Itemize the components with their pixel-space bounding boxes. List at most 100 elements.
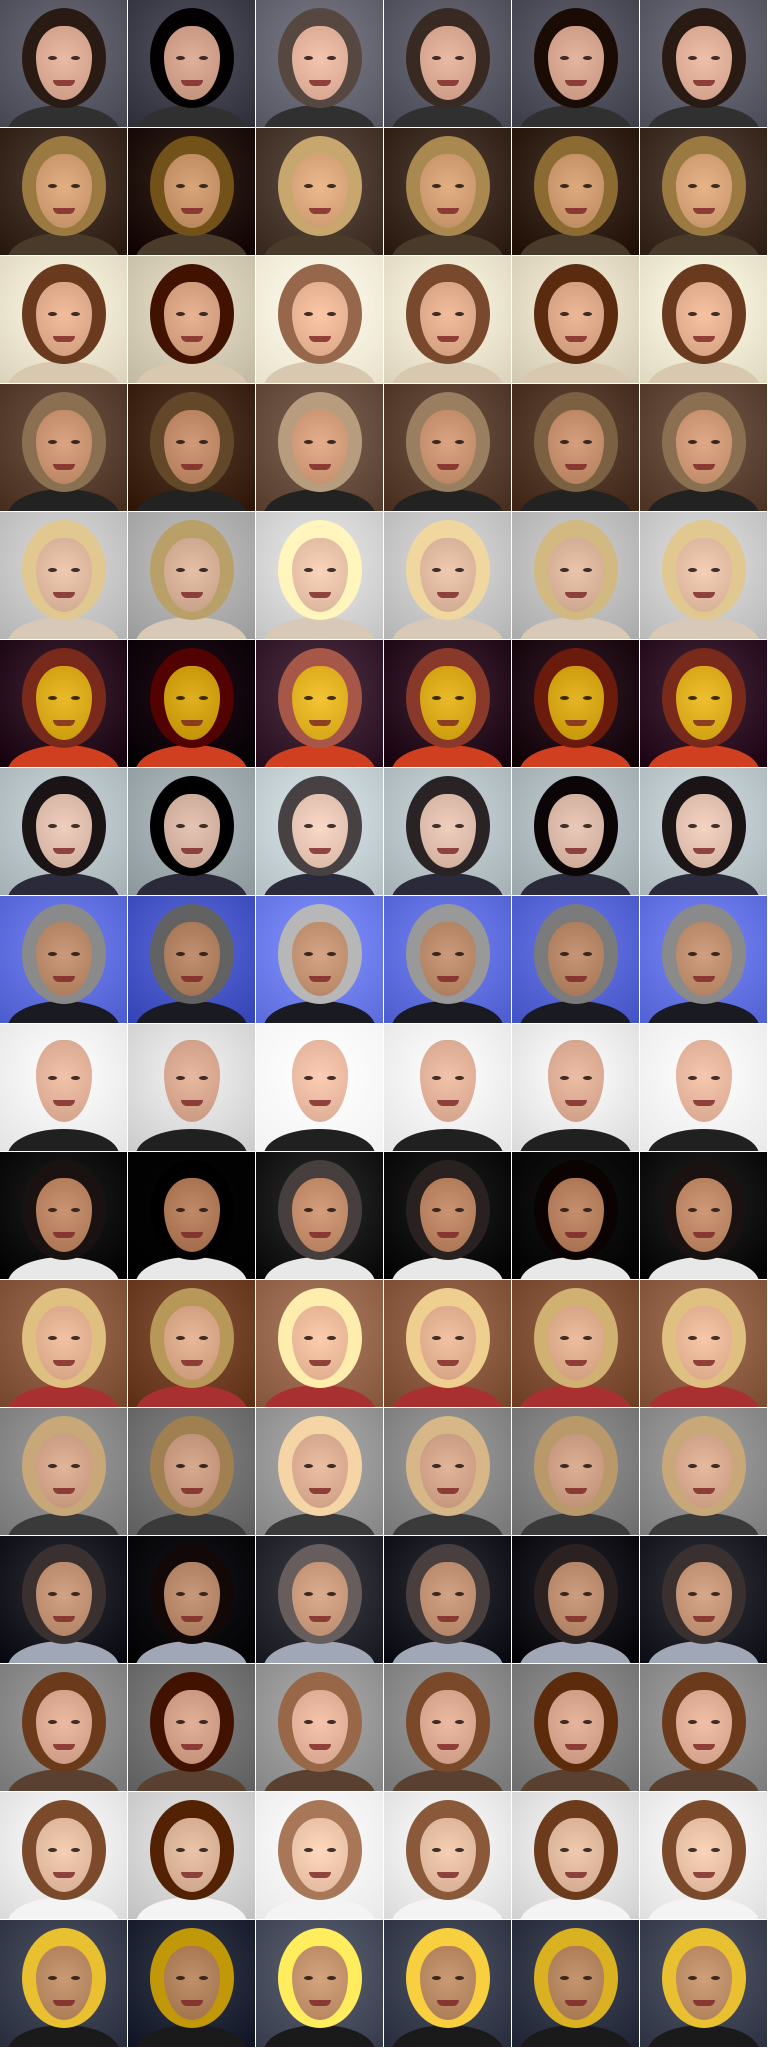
mouth	[693, 592, 715, 598]
shoulders	[392, 1385, 503, 1407]
face	[420, 1562, 476, 1636]
face-tile	[256, 1280, 384, 1408]
face	[676, 1178, 732, 1252]
mouth	[437, 1616, 459, 1622]
mouth	[693, 80, 715, 86]
face-tile	[128, 512, 256, 640]
mouth	[565, 976, 587, 982]
eye	[432, 1976, 441, 1980]
mouth	[565, 1872, 587, 1878]
mouth	[693, 464, 715, 470]
eye	[71, 1336, 80, 1340]
face	[676, 154, 732, 228]
eye	[48, 568, 57, 572]
face-tile	[384, 0, 512, 128]
face-tile	[128, 1280, 256, 1408]
shoulders	[648, 1129, 759, 1151]
face	[548, 922, 604, 996]
eye	[432, 1848, 441, 1852]
face	[548, 1562, 604, 1636]
mouth	[309, 208, 331, 214]
eye	[176, 56, 185, 60]
mouth	[53, 464, 75, 470]
face	[676, 1946, 732, 2020]
shoulders	[8, 1257, 119, 1279]
face	[548, 1818, 604, 1892]
mouth	[693, 848, 715, 854]
eye	[48, 1720, 57, 1724]
eye	[176, 1336, 185, 1340]
face-tile	[0, 640, 128, 768]
face	[420, 538, 476, 612]
eye	[583, 56, 592, 60]
shoulders	[8, 1769, 119, 1791]
eye	[711, 1720, 720, 1724]
shoulders	[8, 1129, 119, 1151]
eye	[71, 1976, 80, 1980]
face-tile	[640, 1408, 768, 1536]
shoulders	[136, 1641, 247, 1663]
mouth	[437, 2000, 459, 2006]
face	[676, 1690, 732, 1764]
mouth	[693, 1872, 715, 1878]
eye	[48, 1336, 57, 1340]
eye	[48, 56, 57, 60]
shoulders	[8, 2025, 119, 2047]
face-tile	[0, 512, 128, 640]
face-tile	[256, 1024, 384, 1152]
face-tile	[640, 768, 768, 896]
shoulders	[136, 105, 247, 127]
eye	[199, 824, 208, 828]
face	[164, 26, 220, 100]
face-tile	[128, 1664, 256, 1792]
eye	[583, 1592, 592, 1596]
eye	[455, 312, 464, 316]
eye	[327, 1848, 336, 1852]
mouth	[53, 976, 75, 982]
face-tile	[512, 1152, 640, 1280]
eye	[71, 824, 80, 828]
shoulders	[648, 1897, 759, 1919]
eye	[199, 696, 208, 700]
eye	[688, 824, 697, 828]
eye	[711, 696, 720, 700]
shoulders	[520, 489, 631, 511]
face	[164, 1040, 220, 1122]
face	[548, 1690, 604, 1764]
eye	[711, 952, 720, 956]
eye	[176, 824, 185, 828]
eye	[71, 1848, 80, 1852]
eye	[455, 952, 464, 956]
face	[292, 1178, 348, 1252]
eye	[455, 1336, 464, 1340]
eye	[304, 1208, 313, 1212]
mouth	[693, 208, 715, 214]
mouth	[565, 208, 587, 214]
shoulders	[8, 1897, 119, 1919]
mouth	[309, 336, 331, 342]
face	[292, 1946, 348, 2020]
shoulders	[648, 105, 759, 127]
eye	[176, 1720, 185, 1724]
face-tile	[640, 1920, 768, 2048]
eye	[560, 1336, 569, 1340]
face	[420, 1690, 476, 1764]
eye	[560, 1464, 569, 1468]
shoulders	[392, 745, 503, 767]
eye	[48, 696, 57, 700]
mouth	[693, 720, 715, 726]
face	[548, 666, 604, 740]
face	[420, 282, 476, 356]
shoulders	[264, 1257, 375, 1279]
eye	[688, 1592, 697, 1596]
face-tile	[512, 896, 640, 1024]
face	[164, 154, 220, 228]
face	[548, 1306, 604, 1380]
eye	[455, 440, 464, 444]
eye	[455, 184, 464, 188]
mouth	[309, 1100, 331, 1106]
eye	[199, 440, 208, 444]
face-tile	[640, 640, 768, 768]
face-tile	[256, 640, 384, 768]
mouth	[181, 1232, 203, 1238]
